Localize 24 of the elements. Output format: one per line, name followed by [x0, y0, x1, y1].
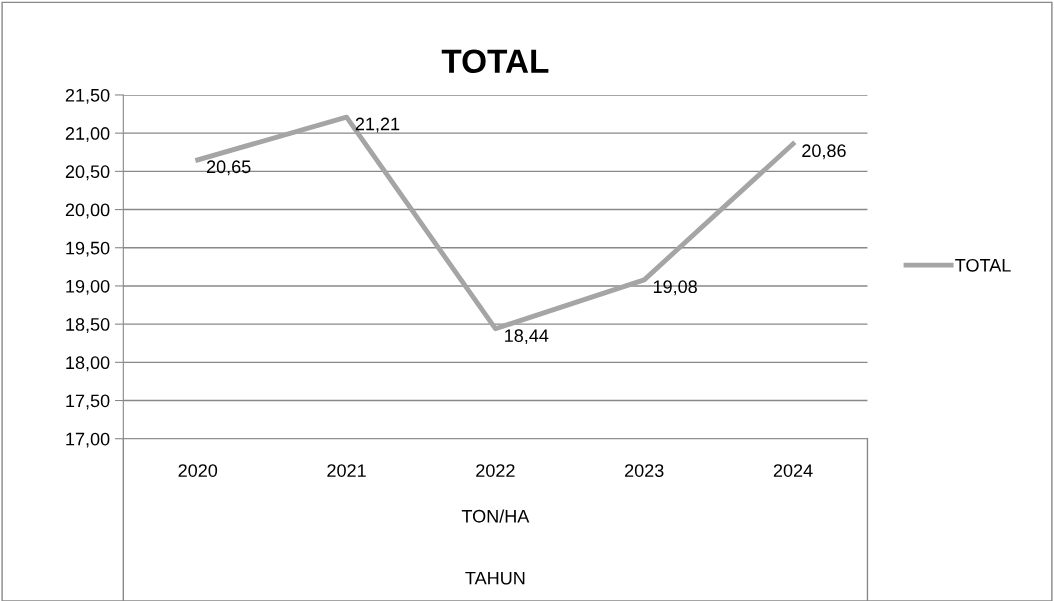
- y-tick-label: 19,00: [66, 279, 110, 295]
- text: TAHUN: [465, 571, 525, 585]
- y-tick-label: 21,50: [65, 88, 110, 104]
- data-label: 19,08: [653, 280, 697, 296]
- y-tick-label: 18,50: [66, 318, 110, 333]
- y-tick-label: 21,00: [65, 127, 110, 143]
- chart-title: TOTAL: [441, 49, 549, 74]
- y-tick-label: 19,50: [66, 241, 110, 257]
- y-tick-label: 17,00: [66, 432, 110, 448]
- data-label: 18,44: [505, 329, 549, 345]
- legend-label: TOTAL: [955, 258, 1011, 272]
- x-tick-label: 2022: [476, 464, 515, 477]
- x-tick-label: 2023: [625, 464, 664, 477]
- data-label: 21,21: [355, 117, 400, 133]
- text: TON/HA: [461, 509, 530, 523]
- y-tick-label: 18,00: [66, 356, 110, 372]
- x-tick-label: 2020: [178, 464, 218, 477]
- data-label: 20,65: [206, 160, 251, 176]
- y-tick-label: 20,50: [65, 165, 110, 181]
- x-tick-label: 2021: [327, 464, 366, 477]
- x-tick-label: 2024: [773, 464, 813, 477]
- y-tick-label: 17,50: [66, 394, 110, 410]
- data-label: 20,86: [802, 144, 846, 160]
- y-tick-label: 20,00: [65, 203, 110, 219]
